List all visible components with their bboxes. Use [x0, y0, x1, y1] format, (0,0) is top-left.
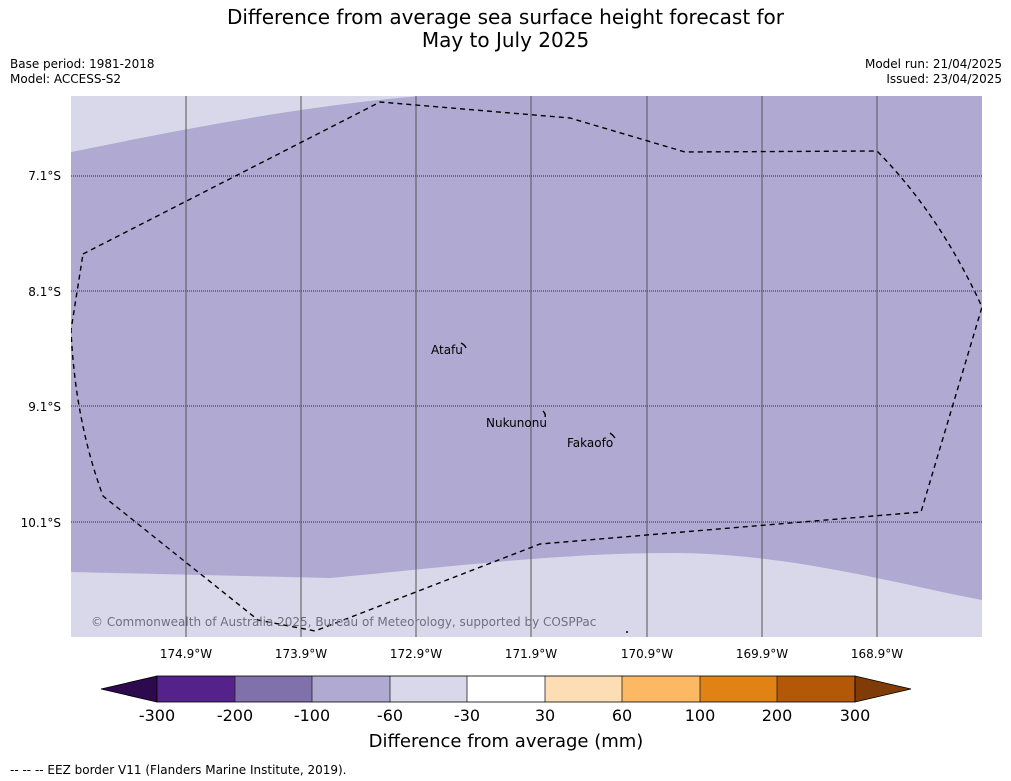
model-name: Model: ACCESS-S2	[10, 72, 122, 86]
place-label-fakaofo: Fakaofo	[567, 436, 613, 450]
lon-label: 172.9°W	[390, 647, 442, 661]
colorbar-outline	[156, 675, 856, 703]
colorbar-tick: -200	[217, 706, 253, 725]
lon-label: 170.9°W	[621, 647, 673, 661]
base-period: Base period: 1981-2018	[10, 57, 155, 71]
lon-label: 169.9°W	[736, 647, 788, 661]
lon-label: 173.9°W	[275, 647, 327, 661]
colorbar-tick: 200	[762, 706, 793, 725]
lon-label: 171.9°W	[505, 647, 557, 661]
colorbar-label: Difference from average (mm)	[369, 731, 644, 752]
lat-label: 8.1°S	[28, 285, 61, 299]
lat-labels: 7.1°S 8.1°S 9.1°S 10.1°S	[21, 169, 61, 530]
map-title: Difference from average sea surface heig…	[0, 6, 1011, 52]
colorbar-tick: -300	[139, 706, 175, 725]
title-line-1: Difference from average sea surface heig…	[226, 5, 785, 29]
colorbar-extend-low	[100, 675, 158, 703]
atafu-island	[460, 342, 467, 349]
issued-date: Issued: 23/04/2025	[886, 72, 1002, 86]
lon-label: 168.9°W	[851, 647, 903, 661]
colorbar-bin	[390, 676, 467, 702]
colorbar-tick: 100	[685, 706, 716, 725]
colorbar-bin	[700, 676, 777, 702]
colorbar-tick: 300	[840, 706, 871, 725]
colorbar-tick: 60	[612, 706, 632, 725]
lon-label: 174.9°W	[160, 647, 212, 661]
map-area: Atafu Nukunonu Fakaofo © Commonwealth of…	[71, 96, 982, 637]
place-label-nukunonu: Nukunonu	[486, 416, 547, 430]
colorbar-bin	[545, 676, 622, 702]
meta-left: Base period: 1981-2018 Model: ACCESS-S2	[10, 57, 155, 87]
lon-labels: 174.9°W 173.9°W 172.9°W 171.9°W 170.9°W …	[160, 647, 903, 661]
colorbar-bin	[312, 676, 390, 702]
colorbar-bin	[157, 676, 235, 702]
eez-border	[71, 101, 982, 632]
colorbar-bin	[235, 676, 312, 702]
fakaofo-island	[609, 432, 616, 439]
place-label-atafu: Atafu	[431, 343, 463, 357]
meta-right: Model run: 21/04/2025 Issued: 23/04/2025	[865, 57, 1002, 87]
nukunonu-island	[542, 410, 546, 418]
colorbar-tick: -30	[454, 706, 480, 725]
colorbar-tick: 30	[535, 706, 555, 725]
colorbar-tick: -60	[377, 706, 403, 725]
lat-label: 10.1°S	[21, 516, 61, 530]
title-line-2: May to July 2025	[421, 28, 590, 52]
graticule	[71, 96, 982, 637]
colorbar-extend-high	[854, 675, 912, 703]
copyright-note: © Commonwealth of Australia 2025, Bureau…	[91, 615, 596, 629]
lat-label: 9.1°S	[28, 400, 61, 414]
eez-legend-note: -- -- -- EEZ border V11 (Flanders Marine…	[10, 763, 347, 777]
colorbar-bin	[467, 676, 545, 702]
colorbar-bin	[777, 676, 855, 702]
lat-label: 7.1°S	[28, 169, 61, 183]
model-run: Model run: 21/04/2025	[864, 57, 1002, 71]
small-island-dot	[626, 631, 628, 633]
colorbar: -300 -200 -100 -60 -30 30 60 100 200 300…	[100, 675, 912, 752]
colorbar-bin	[622, 676, 700, 702]
band-main	[71, 96, 982, 600]
colorbar-tick: -100	[294, 706, 330, 725]
